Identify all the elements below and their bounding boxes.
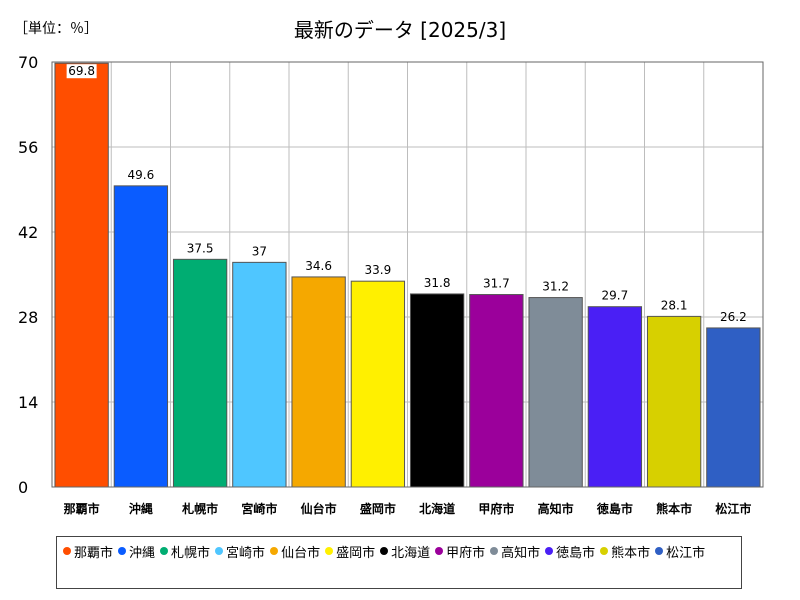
legend-item: 熊本市 (600, 541, 650, 561)
value-label-box (66, 64, 97, 79)
legend-label: 那覇市 (74, 545, 114, 561)
legend-swatch (600, 547, 609, 555)
category-label: 沖縄 (129, 501, 153, 516)
bar (469, 294, 524, 488)
y-tick-label: 70 (18, 53, 38, 72)
bar (409, 293, 465, 488)
category-label: 甲府市 (478, 501, 514, 516)
category-label: 那覇市 (64, 501, 100, 516)
unit-label: ［単位：％］ (14, 21, 98, 37)
bar (291, 276, 346, 488)
legend-label: 仙台市 (281, 545, 321, 561)
value-label: 33.9 (365, 263, 392, 277)
bar (646, 315, 702, 488)
legend-label: 沖縄 (129, 545, 156, 561)
category-label: 宮崎市 (241, 501, 277, 516)
legend-item: 甲府市 (435, 541, 485, 561)
legend-item: 高知市 (490, 541, 540, 561)
legend-item: 沖縄 (118, 541, 155, 561)
category-label: 北海道 (419, 501, 455, 516)
bar (232, 261, 287, 488)
legend-label: 甲府市 (446, 545, 486, 561)
bar (350, 280, 406, 488)
legend-item: 徳島市 (545, 541, 595, 561)
value-label: 29.7 (602, 289, 629, 303)
legend-swatch (490, 547, 499, 555)
legend-label: 徳島市 (556, 545, 596, 561)
bar (587, 306, 643, 488)
value-label: 34.6 (305, 259, 332, 273)
legend-label: 盛岡市 (336, 545, 376, 561)
legend-item: 盛岡市 (325, 541, 375, 561)
legend-label: 松江市 (666, 545, 706, 561)
legend-label: 宮崎市 (226, 545, 266, 561)
legend-label: 熊本市 (611, 545, 651, 561)
legend-swatch (435, 547, 444, 555)
legend-swatch (380, 547, 389, 555)
legend-swatch (215, 547, 224, 555)
bar (528, 297, 583, 488)
value-label: 31.7 (483, 277, 510, 291)
legend-item: 北海道 (380, 541, 430, 561)
legend-swatch (160, 547, 169, 555)
legend-swatch (270, 547, 279, 555)
legend-swatch (118, 547, 127, 555)
y-tick-label: 14 (18, 393, 38, 412)
value-label: 49.6 (128, 168, 155, 182)
plot-border (51, 61, 764, 488)
bar (706, 327, 761, 488)
plot-area: 0 14 28 42 56 70 69.8 那覇市 49.6 沖縄 37.5 札幌市 37 宮崎市 34.6… (18, 53, 764, 516)
value-label: 26.2 (720, 310, 747, 324)
legend-label: 高知市 (501, 545, 541, 561)
category-label: 熊本市 (656, 501, 692, 516)
legend-item: 札幌市 (160, 541, 210, 561)
legend-item: 那覇市 (63, 541, 113, 561)
category-label: 札幌市 (181, 501, 218, 516)
category-label: 徳島市 (596, 501, 633, 516)
legend: 那覇市 沖縄 札幌市 宮崎市 仙台市 盛岡市 北海道 甲府市 高知市 徳島市 熊本市 松江市 (56, 536, 742, 589)
legend-swatch (325, 547, 334, 555)
category-label: 松江市 (715, 501, 751, 516)
y-tick-label: 56 (18, 138, 38, 157)
legend-item: 仙台市 (270, 541, 320, 561)
y-tick-label: 42 (18, 223, 38, 242)
legend-swatch (545, 547, 554, 555)
legend-item: 宮崎市 (215, 541, 265, 561)
value-label: 37 (252, 244, 267, 258)
legend-label: 北海道 (391, 545, 431, 561)
value-label: 69.8 (68, 64, 95, 78)
y-tick-label: 28 (18, 308, 38, 327)
category-label: 盛岡市 (360, 501, 396, 516)
value-label: 28.1 (661, 298, 688, 312)
value-label: 31.8 (424, 276, 451, 290)
legend-item: 松江市 (655, 541, 705, 561)
legend-swatch (63, 547, 71, 555)
bar (113, 185, 169, 488)
value-label: 37.5 (187, 241, 214, 255)
bar (54, 62, 109, 488)
legend-swatch (655, 547, 664, 555)
category-label: 高知市 (538, 501, 574, 516)
chart-title: 最新のデータ [2025/3] (293, 18, 507, 42)
legend-label: 札幌市 (171, 545, 211, 561)
bar (172, 258, 228, 488)
value-label: 31.2 (542, 280, 569, 294)
category-label: 仙台市 (301, 501, 337, 516)
y-tick-label: 0 (18, 478, 28, 497)
